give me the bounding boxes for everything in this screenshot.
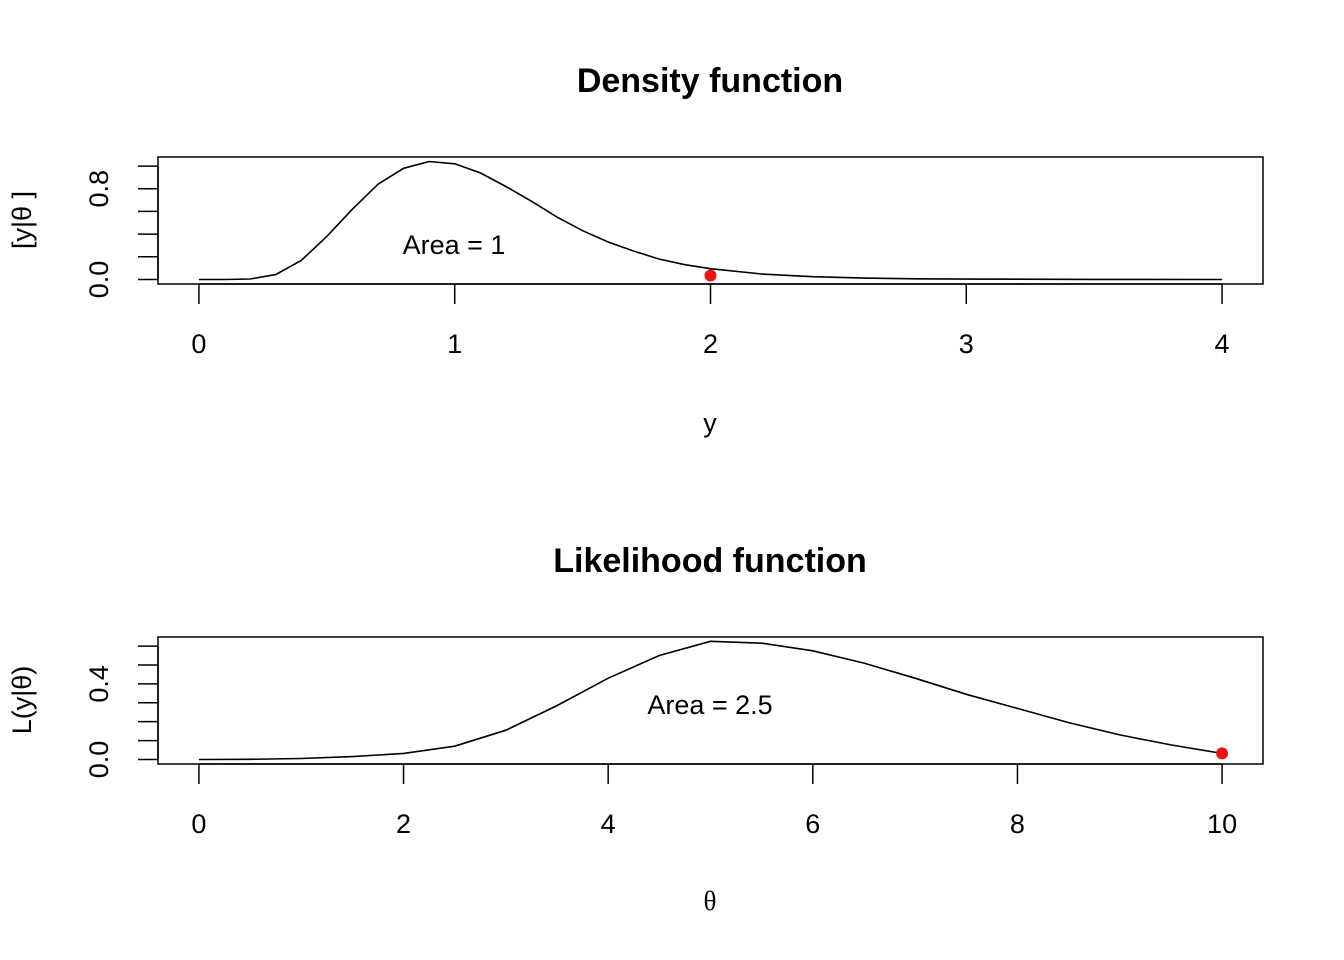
density-observed-point	[704, 269, 717, 282]
density-y-axis-label: [y|θ ]	[7, 191, 37, 249]
density-x-tick-label: 2	[703, 329, 718, 359]
likelihood-y-tick-label: 0.0	[84, 741, 114, 779]
likelihood-area-annotation: Area = 2.5	[647, 690, 772, 720]
likelihood-observed-point	[1216, 747, 1229, 760]
likelihood-x-tick-label: 8	[1010, 809, 1025, 839]
likelihood-axes: 0 2 4 6 8 10 0.0 0.4	[84, 645, 1237, 839]
density-area-annotation: Area = 1	[403, 230, 506, 260]
likelihood-title: Likelihood function	[553, 542, 867, 580]
density-x-tick-label: 3	[959, 329, 974, 359]
likelihood-x-tick-label: 2	[396, 809, 411, 839]
density-x-axis-label: y	[703, 408, 717, 438]
density-x-tick-label: 0	[191, 329, 206, 359]
density-x-tick-label: 1	[447, 329, 462, 359]
likelihood-x-tick-label: 6	[805, 809, 820, 839]
density-y-tick-label: 0.0	[84, 261, 114, 299]
density-curve	[198, 160, 1223, 281]
density-axes: 0 1 2 3 4 0.0 0.8	[84, 165, 1230, 359]
likelihood-x-tick-label: 0	[191, 809, 206, 839]
likelihood-panel: Likelihood function 0 2 4 6 8 10 0.0 0.4 Area =…	[7, 542, 1264, 916]
likelihood-x-tick-label: 10	[1207, 809, 1237, 839]
likelihood-x-tick-label: 4	[601, 809, 616, 839]
density-x-tick-label: 4	[1215, 329, 1230, 359]
likelihood-curve	[198, 640, 1223, 761]
density-y-tick-label: 0.8	[84, 170, 114, 208]
likelihood-y-axis-label: L(y|θ)	[7, 666, 37, 735]
density-title: Density function	[577, 62, 843, 100]
likelihood-x-axis-label: θ	[704, 886, 717, 916]
likelihood-y-tick-label: 0.4	[84, 665, 114, 703]
density-panel: Density function 0 1 2 3 40.00.8 Area = 1 y …	[7, 62, 1264, 438]
